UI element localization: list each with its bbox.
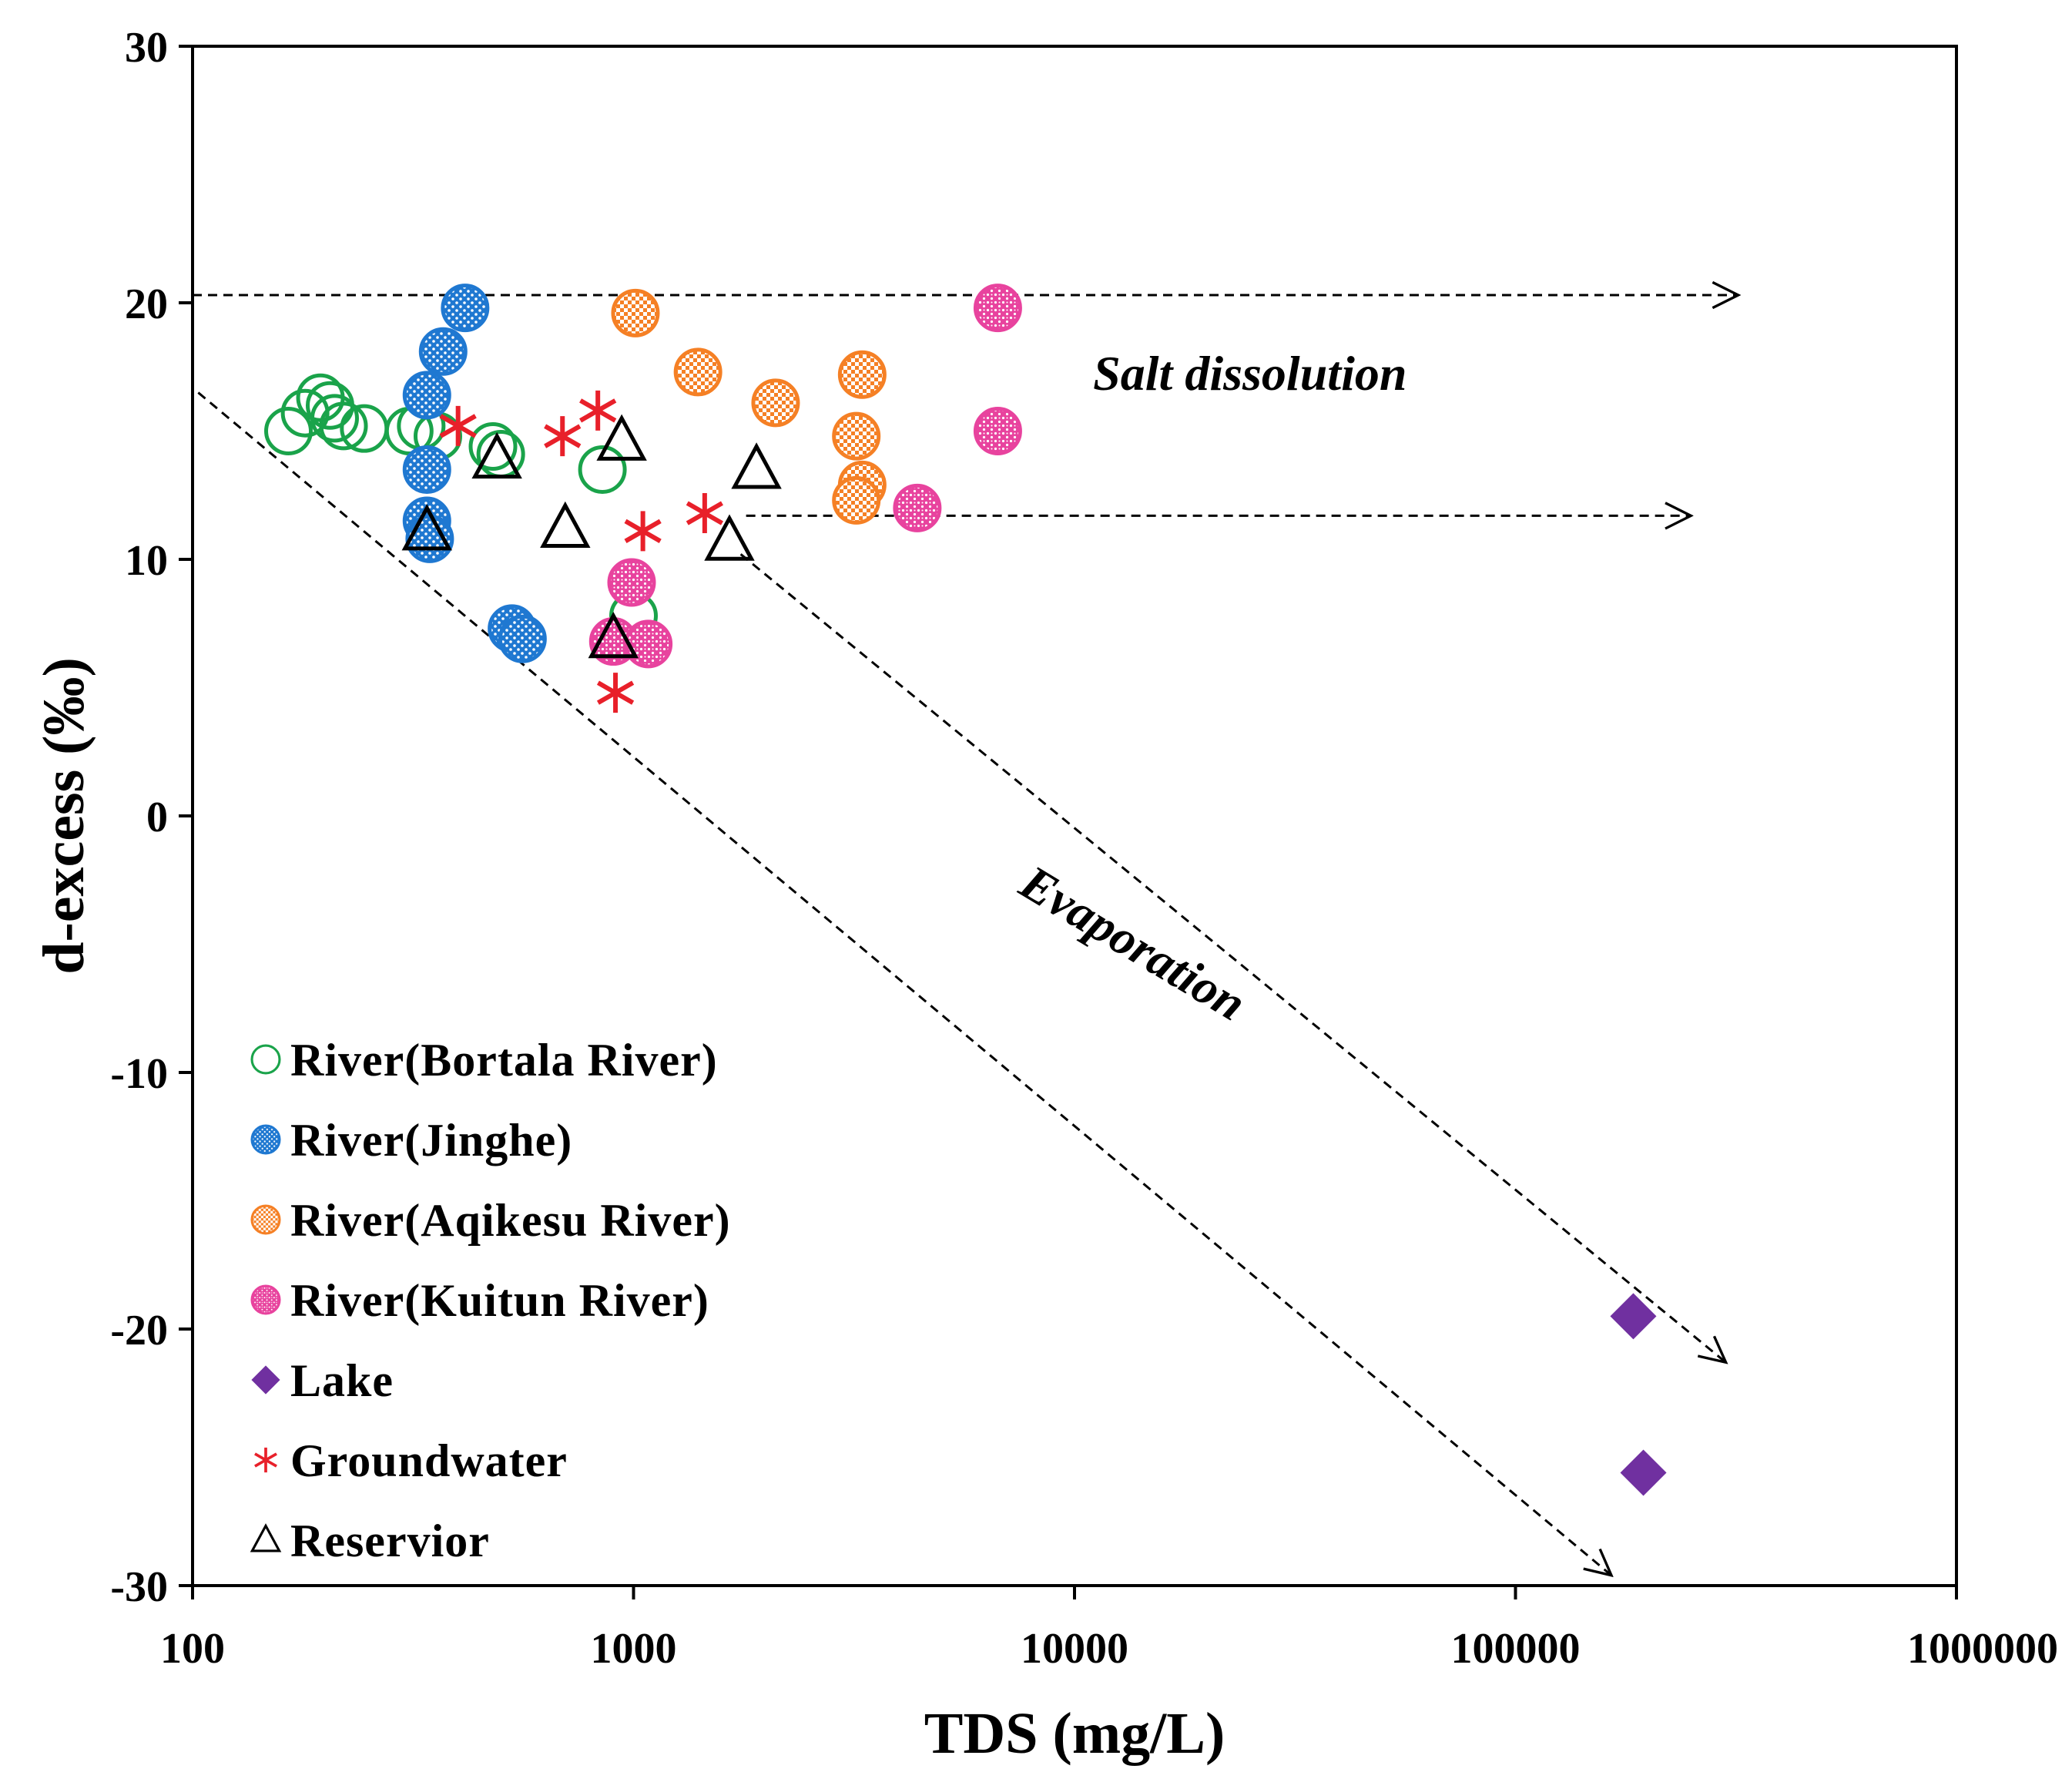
- series-river-kuitun-river: [588, 284, 1022, 669]
- x-tick-label: 100: [160, 1625, 225, 1673]
- legend-marker: [250, 1124, 281, 1155]
- legend-marker-symbol: [250, 1523, 282, 1552]
- data-point: [751, 378, 800, 428]
- data-point: [402, 445, 451, 494]
- data-point: [468, 421, 518, 471]
- legend-label: Reservior: [290, 1515, 490, 1566]
- data-point: [544, 416, 582, 457]
- x-tick-label: 1000000: [1907, 1625, 2058, 1673]
- data-point: [596, 414, 647, 461]
- legend-item: Groundwater: [254, 1435, 568, 1486]
- data-point: [893, 483, 942, 532]
- data-point: [596, 673, 635, 713]
- series-groundwater: [439, 390, 723, 713]
- data-point: [624, 619, 673, 669]
- legend-marker-symbol: [250, 1204, 281, 1235]
- legend-marker-symbol: [250, 1044, 281, 1075]
- x-tick-label: 1000: [591, 1625, 677, 1673]
- legend-item: River(Bortala River): [250, 1035, 718, 1086]
- series-reservior: [401, 414, 782, 659]
- data-point: [578, 445, 627, 494]
- data-point: [832, 475, 881, 525]
- legend-marker-symbol: [254, 1447, 277, 1473]
- legend-item: River(Aqikesu River): [250, 1195, 731, 1246]
- data-point: [611, 288, 660, 337]
- legend-marker: [250, 1523, 282, 1552]
- data-point: [731, 442, 782, 489]
- legend-label: River(Jinghe): [290, 1115, 572, 1166]
- y-tick-label: -20: [110, 1307, 168, 1354]
- y-tick-label: 30: [125, 24, 168, 72]
- data-point: [439, 405, 477, 446]
- trend-arrow: [739, 553, 1726, 1362]
- data-point: [624, 511, 662, 552]
- legend-marker-symbol: [250, 1124, 281, 1155]
- legend-item: River(Kuitun River): [250, 1275, 709, 1326]
- annotation-label: Salt dissolution: [1093, 346, 1406, 401]
- data-point: [704, 514, 755, 561]
- legend-item: River(Jinghe): [250, 1115, 572, 1166]
- data-point: [832, 411, 881, 461]
- legend: River(Bortala River) River(Jinghe) River(A…: [250, 1035, 731, 1566]
- data-point: [588, 611, 639, 659]
- y-tick-label: -10: [110, 1050, 168, 1098]
- legend-marker-symbol: [250, 1284, 281, 1315]
- legend-item: Lake: [251, 1355, 394, 1406]
- data-point: [607, 558, 656, 607]
- data-point: [418, 327, 468, 376]
- data-point: [1620, 1449, 1667, 1496]
- x-axis-title: TDS (mg/L): [924, 1701, 1225, 1766]
- legend-label: Groundwater: [290, 1435, 568, 1486]
- data-point: [402, 371, 451, 420]
- legend-marker: [250, 1284, 281, 1315]
- data-point: [673, 347, 723, 397]
- data-point: [540, 501, 591, 549]
- y-tick-label: 20: [125, 280, 168, 328]
- y-tick-label: 10: [125, 537, 168, 585]
- legend-label: River(Bortala River): [290, 1035, 718, 1086]
- legend-item: Reservior: [250, 1515, 490, 1566]
- legend-label: River(Aqikesu River): [290, 1195, 731, 1246]
- x-tick-label: 100000: [1451, 1625, 1581, 1673]
- legend-label: Lake: [290, 1355, 394, 1406]
- data-points: [264, 284, 1667, 1496]
- data-point: [837, 350, 887, 399]
- data-point: [579, 390, 617, 431]
- legend-marker: [254, 1447, 277, 1473]
- y-tick-label: -30: [110, 1563, 168, 1611]
- y-axis-title: d-excess (‰): [32, 657, 96, 975]
- data-point: [310, 394, 359, 443]
- legend-marker: [250, 1044, 281, 1075]
- data-point: [319, 401, 368, 451]
- data-point: [973, 284, 1022, 333]
- data-point: [264, 407, 313, 455]
- data-point: [471, 431, 522, 479]
- data-point: [498, 614, 547, 663]
- data-point: [973, 407, 1022, 455]
- legend-marker: [250, 1204, 281, 1235]
- data-point: [441, 284, 490, 333]
- y-tick-label: 0: [146, 794, 168, 841]
- data-point: [1610, 1293, 1657, 1340]
- series-river-aqikesu-river: [611, 288, 887, 525]
- data-point: [686, 493, 723, 534]
- series-lake: [1610, 1293, 1667, 1496]
- data-point: [401, 504, 452, 551]
- legend-label: River(Kuitun River): [290, 1275, 709, 1326]
- x-tick-label: 10000: [1021, 1625, 1128, 1673]
